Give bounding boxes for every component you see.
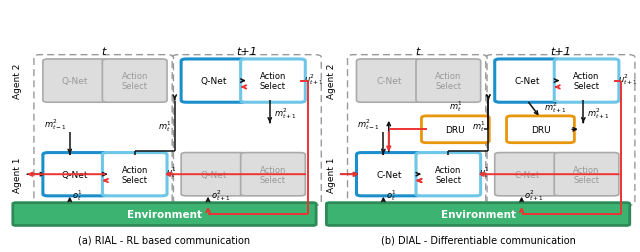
Text: $u_t^1$: $u_t^1$: [479, 165, 490, 179]
FancyBboxPatch shape: [495, 60, 559, 103]
Text: $m_{t+1}^2$: $m_{t+1}^2$: [544, 100, 566, 115]
FancyBboxPatch shape: [13, 203, 316, 226]
FancyBboxPatch shape: [416, 153, 481, 196]
Text: $m_{t+1}^2$: $m_{t+1}^2$: [588, 106, 610, 121]
Text: Action
Select: Action Select: [260, 72, 286, 90]
Text: Action
Select: Action Select: [122, 165, 148, 184]
Text: Action
Select: Action Select: [122, 72, 148, 90]
Text: $u_t^1$: $u_t^1$: [166, 165, 177, 179]
FancyBboxPatch shape: [326, 203, 630, 226]
FancyBboxPatch shape: [241, 153, 305, 196]
Text: Action
Select: Action Select: [573, 165, 600, 184]
Text: $m_t^1$: $m_t^1$: [472, 119, 486, 133]
Text: $o_{t+1}^2$: $o_{t+1}^2$: [524, 187, 544, 202]
Text: t: t: [102, 47, 106, 57]
Text: Action
Select: Action Select: [260, 165, 286, 184]
Text: DRU: DRU: [445, 125, 465, 134]
Text: C-Net: C-Net: [376, 170, 401, 179]
FancyBboxPatch shape: [356, 153, 421, 196]
Text: $o_t^1$: $o_t^1$: [72, 187, 83, 202]
Text: $m_t^1$: $m_t^1$: [449, 99, 462, 114]
Text: Agent 1: Agent 1: [13, 157, 22, 192]
Text: t+1: t+1: [550, 47, 571, 57]
Text: Action
Select: Action Select: [435, 165, 461, 184]
Text: $u_{t+1}^2$: $u_{t+1}^2$: [618, 71, 637, 86]
Text: C-Net: C-Net: [376, 77, 401, 86]
FancyBboxPatch shape: [422, 116, 489, 143]
Text: Action
Select: Action Select: [573, 72, 600, 90]
Text: Q-Net: Q-Net: [62, 77, 88, 86]
FancyBboxPatch shape: [495, 153, 559, 196]
Text: $m_{t-1}^2$: $m_{t-1}^2$: [44, 116, 67, 131]
Text: (a) RIAL - RL based communication: (a) RIAL - RL based communication: [79, 234, 250, 244]
Text: Q-Net: Q-Net: [200, 170, 227, 179]
FancyBboxPatch shape: [181, 60, 246, 103]
FancyBboxPatch shape: [181, 153, 246, 196]
Text: Environment: Environment: [440, 209, 516, 219]
Text: C-Net: C-Net: [515, 170, 540, 179]
Text: t: t: [415, 47, 419, 57]
Text: Q-Net: Q-Net: [62, 170, 88, 179]
Text: Q-Net: Q-Net: [200, 77, 227, 86]
Text: $m_t^1$: $m_t^1$: [159, 119, 172, 133]
Text: Action
Select: Action Select: [435, 72, 461, 90]
Text: $u_{t+1}^2$: $u_{t+1}^2$: [304, 71, 324, 86]
FancyBboxPatch shape: [43, 60, 108, 103]
Text: t+1: t+1: [236, 47, 257, 57]
FancyBboxPatch shape: [507, 116, 575, 143]
FancyBboxPatch shape: [554, 60, 619, 103]
Text: (b) DIAL - Differentiable communication: (b) DIAL - Differentiable communication: [381, 234, 575, 244]
FancyBboxPatch shape: [102, 153, 167, 196]
FancyBboxPatch shape: [356, 60, 421, 103]
Text: $o_{t+1}^2$: $o_{t+1}^2$: [211, 187, 230, 202]
FancyBboxPatch shape: [43, 153, 108, 196]
FancyBboxPatch shape: [102, 60, 167, 103]
Text: Agent 1: Agent 1: [327, 157, 336, 192]
Text: Environment: Environment: [127, 209, 202, 219]
FancyBboxPatch shape: [416, 60, 481, 103]
Text: C-Net: C-Net: [515, 77, 540, 86]
Text: DRU: DRU: [531, 125, 550, 134]
Text: $o_t^1$: $o_t^1$: [386, 187, 397, 202]
FancyBboxPatch shape: [241, 60, 305, 103]
FancyBboxPatch shape: [554, 153, 619, 196]
Text: Agent 2: Agent 2: [13, 64, 22, 99]
Text: $m_{t+1}^2$: $m_{t+1}^2$: [274, 106, 296, 121]
Text: $m_{t-1}^2$: $m_{t-1}^2$: [357, 116, 380, 131]
Text: Agent 2: Agent 2: [327, 64, 336, 99]
